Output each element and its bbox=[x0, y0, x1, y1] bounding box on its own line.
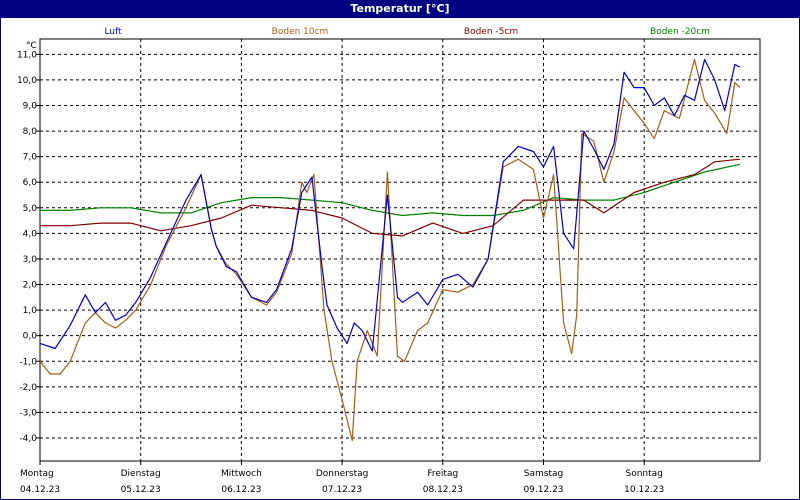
y-tick-label: 2,0 bbox=[23, 281, 38, 291]
y-tick-label: 8,0 bbox=[23, 127, 38, 137]
x-tick-day-label: Donnerstag bbox=[316, 469, 369, 479]
y-tick-label: 5,0 bbox=[23, 204, 38, 214]
x-tick-date-label: 04.12.23 bbox=[20, 485, 60, 495]
y-tick-label: 11,0 bbox=[17, 50, 37, 60]
y-tick-label: 3,0 bbox=[23, 255, 38, 265]
x-tick-day-label: Freitag bbox=[427, 469, 458, 479]
x-tick-date-label: 06.12.23 bbox=[221, 485, 261, 495]
x-tick-day-label: Dienstag bbox=[121, 469, 161, 479]
y-tick-label: -2,0 bbox=[19, 383, 37, 393]
series-line-2 bbox=[40, 158, 740, 237]
x-axis: Montag 04.12.23 Dienstag 05.12.23 Mittwoch 06… bbox=[20, 461, 664, 495]
x-tick-day-label: Samstag bbox=[524, 469, 563, 479]
grid-lines bbox=[40, 39, 760, 461]
x-tick-date-label: 09.12.23 bbox=[523, 485, 563, 495]
legend: Luft Boden 10cm Boden -5cm Boden -20cm bbox=[104, 27, 710, 37]
x-tick-date-label: 07.12.23 bbox=[322, 485, 362, 495]
series-line-3 bbox=[40, 163, 741, 217]
chart-title: Temperatur [°C] bbox=[0, 0, 800, 18]
y-axis: °C -4,0 -3,0 -2,0 -1,0 0,0 1,0 2,0 3,0 4,0 5,0 6,0… bbox=[17, 41, 40, 444]
y-tick-label: 6,0 bbox=[23, 178, 38, 188]
y-tick-label: 9,0 bbox=[23, 101, 38, 111]
y-tick-label: 1,0 bbox=[23, 306, 38, 316]
x-tick-day-label: Sonntag bbox=[626, 469, 663, 479]
legend-entry: Boden -20cm bbox=[650, 27, 710, 37]
data-series bbox=[39, 58, 741, 442]
x-tick-day-label: Montag bbox=[20, 469, 54, 479]
x-tick-day-label: Mittwoch bbox=[221, 469, 262, 479]
x-tick-date-label: 10.12.23 bbox=[624, 485, 664, 495]
series-line-1 bbox=[39, 58, 741, 442]
y-tick-label: -3,0 bbox=[19, 408, 37, 418]
y-tick-label: 10,0 bbox=[17, 76, 37, 86]
y-tick-label: -4,0 bbox=[19, 434, 37, 444]
y-tick-label: -1,0 bbox=[19, 357, 37, 367]
plot-area bbox=[39, 38, 761, 462]
series-line-0 bbox=[39, 58, 741, 352]
x-tick-date-label: 08.12.23 bbox=[423, 485, 463, 495]
legend-entry: Boden 10cm bbox=[272, 27, 329, 37]
y-tick-label: 7,0 bbox=[23, 153, 38, 163]
legend-entry: Boden -5cm bbox=[464, 27, 518, 37]
y-tick-label: 0,0 bbox=[23, 332, 38, 342]
y-axis-unit: °C bbox=[26, 41, 37, 51]
y-tick-label: 4,0 bbox=[23, 229, 38, 239]
x-tick-date-label: 05.12.23 bbox=[121, 485, 161, 495]
legend-entry: Luft bbox=[104, 27, 122, 37]
